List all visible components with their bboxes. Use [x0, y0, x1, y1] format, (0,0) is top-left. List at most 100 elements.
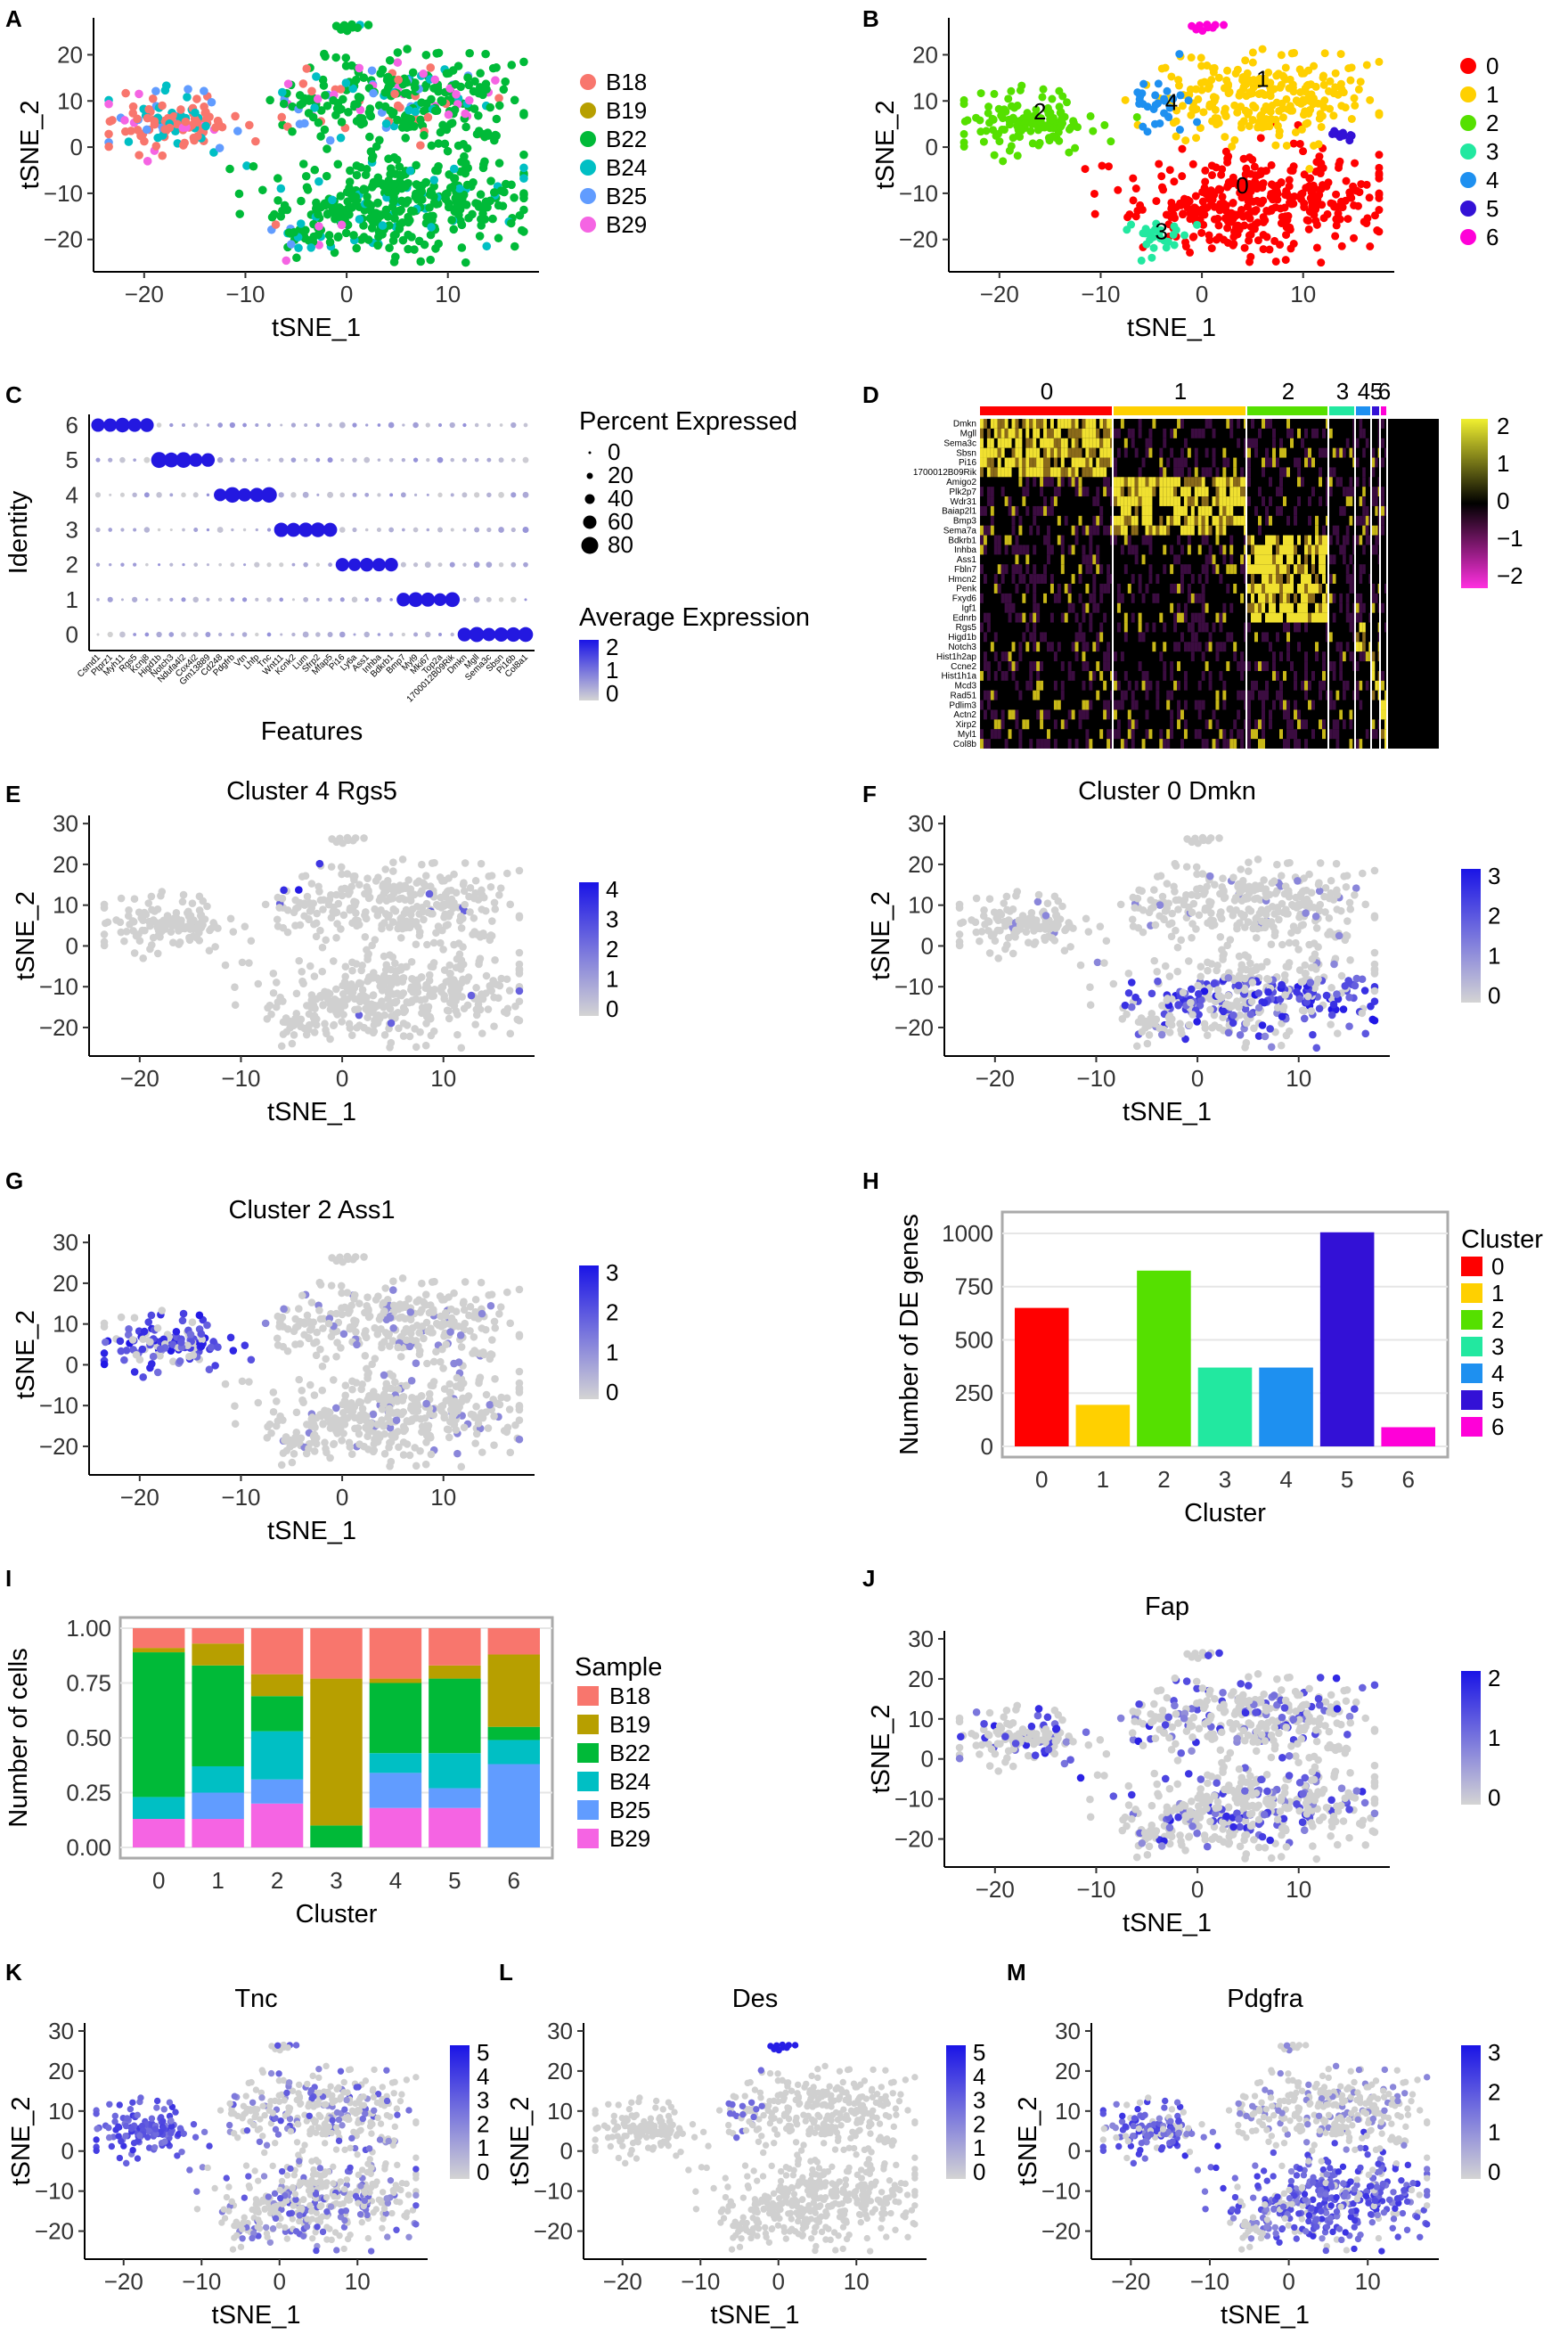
- heatmap-cell: [1000, 709, 1005, 720]
- dotplot-dot: [143, 492, 150, 498]
- heatmap-cell: [1138, 584, 1142, 594]
- data-point: [1066, 123, 1075, 132]
- heatmap-cell: [997, 535, 1001, 545]
- heatmap-cell: [1011, 574, 1016, 584]
- dotplot-dot: [119, 456, 126, 463]
- data-point: [380, 880, 388, 889]
- data-point: [459, 880, 468, 889]
- data-point: [310, 972, 319, 980]
- data-point: [138, 926, 147, 935]
- heatmap-cell: [1180, 467, 1184, 478]
- dotplot-dot: [144, 632, 150, 637]
- heatmap-cell: [1177, 419, 1180, 429]
- heatmap-cell: [1372, 690, 1376, 700]
- heatmap-cell: [1025, 642, 1030, 652]
- heatmap-cell: [1247, 467, 1251, 478]
- panel-label-j: J: [862, 1565, 875, 1592]
- heatmap-cell: [1359, 680, 1363, 691]
- heatmap-cell: [990, 487, 994, 497]
- data-point: [380, 1003, 388, 1011]
- heatmap-cell: [1362, 602, 1366, 613]
- heatmap-cell: [1114, 525, 1117, 536]
- data-point: [376, 893, 385, 902]
- heatmap-cell: [986, 690, 991, 700]
- data-point: [1100, 120, 1109, 129]
- heatmap-cell: [1359, 642, 1363, 652]
- data-point: [1335, 157, 1344, 166]
- heatmap-cell: [1085, 438, 1090, 448]
- heatmap-cell: [1116, 622, 1121, 633]
- data-point: [324, 231, 334, 240]
- heatmap-cell: [1286, 535, 1290, 545]
- heatmap-cell: [1071, 477, 1075, 487]
- heatmap-cell: [1085, 554, 1090, 565]
- heatmap-cell: [1276, 554, 1279, 565]
- data-point: [211, 943, 219, 951]
- cluster-header-6: 6: [1378, 378, 1391, 405]
- heatmap-cell: [1060, 554, 1065, 565]
- colorbar-tick-label: 2: [606, 634, 618, 660]
- heatmap-cell: [1116, 496, 1121, 506]
- data-point: [445, 961, 454, 970]
- heatmap-cell: [1205, 642, 1209, 652]
- heatmap-cell: [1315, 545, 1319, 555]
- heatmap-cell: [1187, 487, 1191, 497]
- data-point: [1197, 228, 1206, 237]
- data-point: [494, 94, 503, 102]
- data-point: [482, 971, 491, 980]
- data-point: [338, 891, 347, 900]
- heatmap-cell: [1123, 438, 1128, 448]
- heatmap-cell: [1183, 477, 1188, 487]
- data-point: [499, 85, 509, 94]
- gene-label: Ednrb: [952, 613, 976, 623]
- heatmap-cell: [1134, 545, 1139, 555]
- heatmap-cell: [1286, 632, 1290, 643]
- heatmap-cell: [1339, 545, 1343, 555]
- heatmap-cell: [1279, 564, 1283, 575]
- data-point: [419, 106, 429, 116]
- heatmap-cell: [1170, 661, 1174, 671]
- dotplot-dot: [230, 632, 234, 637]
- heatmap-cell: [1053, 680, 1058, 691]
- heatmap-cell: [1365, 438, 1369, 448]
- data-point: [481, 49, 490, 59]
- heatmap-cell: [1025, 487, 1030, 497]
- heatmap-cell: [1043, 419, 1047, 429]
- dotplot-dot: [426, 458, 430, 463]
- heatmap-cell: [1127, 505, 1131, 516]
- heatmap-cell: [1114, 467, 1117, 478]
- dotplot-dot: [400, 492, 406, 498]
- heatmap-cell: [1170, 709, 1174, 720]
- heatmap-cell: [1099, 670, 1104, 681]
- heatmap-cell: [1145, 447, 1149, 458]
- data-point: [1210, 63, 1219, 72]
- data-point: [1089, 127, 1098, 135]
- heatmap-cell: [1372, 584, 1376, 594]
- data-point: [418, 860, 426, 869]
- heatmap-cell: [1205, 574, 1209, 584]
- colorbar-tick-label: 0: [606, 680, 618, 707]
- heatmap-cell: [1127, 729, 1131, 740]
- data-point: [1331, 69, 1340, 78]
- heatmap-cell: [1180, 545, 1184, 555]
- heatmap-cell: [1215, 612, 1220, 623]
- dotplot-dot: [200, 453, 216, 467]
- heatmap-cell: [1067, 602, 1072, 613]
- data-point: [305, 96, 314, 105]
- data-point: [1250, 1024, 1258, 1033]
- heatmap-cell: [1294, 505, 1297, 516]
- heatmap-cell: [1141, 505, 1146, 516]
- heatmap-cell: [1247, 739, 1251, 749]
- heatmap-cell: [1074, 612, 1079, 623]
- heatmap-cell: [1074, 467, 1079, 478]
- heatmap-cell: [1071, 467, 1075, 478]
- data-point: [374, 1011, 382, 1020]
- colorbar-tick-label: 2: [606, 936, 618, 962]
- heatmap-cell: [1190, 428, 1195, 438]
- heatmap-cell: [1071, 457, 1075, 468]
- data-point: [314, 118, 323, 127]
- data-point: [412, 180, 421, 189]
- data-point: [438, 877, 446, 885]
- data-point: [270, 209, 279, 219]
- size-legend-dot: [586, 472, 593, 479]
